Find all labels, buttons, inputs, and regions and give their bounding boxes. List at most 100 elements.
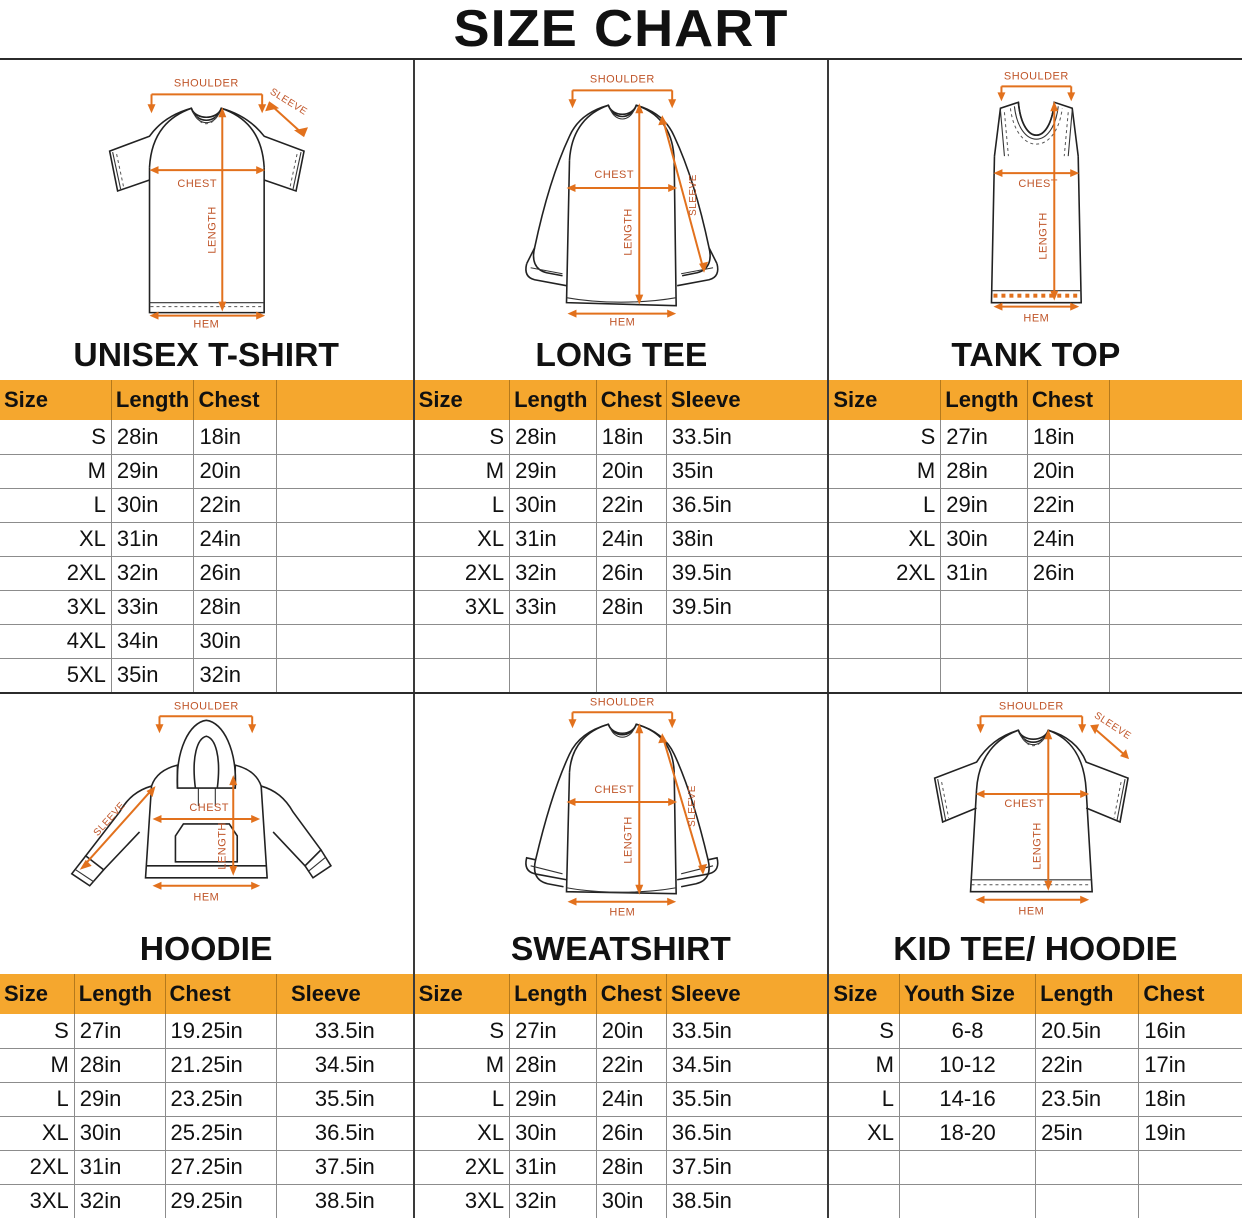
cell-chest: 32in bbox=[193, 657, 277, 692]
cell-chest: 26in bbox=[193, 555, 277, 590]
cell-chest: 28in bbox=[193, 589, 277, 624]
cell-length: 28in bbox=[509, 1047, 597, 1082]
cell-chest: 27.25in bbox=[165, 1149, 277, 1184]
table-row: L 29in 24in 35.5in bbox=[414, 1081, 828, 1116]
cell-length: 29in bbox=[509, 1081, 597, 1116]
cell-sleeve: 33.5in bbox=[314, 1017, 375, 1043]
cell-empty bbox=[940, 623, 1028, 658]
cell-empty bbox=[1109, 589, 1242, 624]
table-row: 5XL 35in 32in bbox=[0, 657, 413, 692]
cell-chest: 22in bbox=[193, 487, 277, 522]
cell-empty bbox=[1035, 1183, 1140, 1218]
cell-length: 31in bbox=[111, 521, 195, 556]
cell-length: 32in bbox=[509, 555, 597, 590]
cell-length: 30in bbox=[74, 1115, 166, 1150]
cell-chest: 19in bbox=[1138, 1115, 1242, 1150]
column-header-length: Length bbox=[111, 380, 195, 420]
cell-sleeve: 37.5in bbox=[666, 1149, 828, 1184]
cell-chest: 26in bbox=[596, 555, 667, 590]
table-row-empty bbox=[829, 657, 1242, 692]
table-row-empty bbox=[414, 657, 828, 692]
table-row: L 30in 22in 36.5in bbox=[414, 487, 828, 522]
cell-empty bbox=[666, 623, 828, 658]
cell-size: 5XL bbox=[0, 657, 112, 692]
cell-empty bbox=[414, 623, 511, 658]
cell-size: M bbox=[414, 453, 511, 488]
size-table-kid-tee-hoodie: Size Youth Size Length Chest S 6-8 20.5i… bbox=[829, 974, 1242, 1218]
garment-title: SWEATSHIRT bbox=[510, 929, 732, 967]
cell-empty bbox=[596, 657, 667, 692]
size-table-tank-top: Size Length Chest S 27in 18in M 28in 20i… bbox=[829, 380, 1242, 692]
garment-name-cell-kid-tee-hoodie: KID TEE/ HOODIE bbox=[827, 922, 1242, 974]
cell-chest: 20in bbox=[1027, 453, 1111, 488]
cell-youth-size: 10-12 bbox=[899, 1047, 1037, 1082]
cell-blank bbox=[276, 657, 413, 692]
cell-sleeve: 39.5in bbox=[666, 589, 828, 624]
label-length: LENGTH bbox=[1038, 212, 1050, 259]
cell-size: M bbox=[829, 453, 942, 488]
cell-empty bbox=[829, 1183, 900, 1218]
cell-youth-size: 6-8 bbox=[899, 1014, 1037, 1048]
label-hem: HEM bbox=[193, 892, 219, 904]
cell-size: S bbox=[414, 420, 511, 454]
cell-size: 4XL bbox=[0, 623, 112, 658]
cell-length: 29in bbox=[940, 487, 1028, 522]
table-cell-long-tee: Size Length Chest Sleeve S 28in 18in 33.… bbox=[412, 380, 828, 692]
cell-size: S bbox=[829, 1014, 900, 1048]
cell-chest: 24in bbox=[193, 521, 277, 556]
column-header-size: Size bbox=[414, 974, 511, 1014]
table-row: XL 18-20 25in 19in bbox=[829, 1115, 1242, 1150]
page-title-bar: SIZE CHART bbox=[0, 0, 1242, 58]
cell-length: 31in bbox=[940, 555, 1028, 590]
table-row: 3XL 32in 30in 38.5in bbox=[414, 1183, 828, 1218]
cell-length: 29in bbox=[509, 453, 597, 488]
cell-empty bbox=[829, 589, 942, 624]
illustration-kid-tee-hoodie: SHOULDER SLEEVE CHEST LENGTH bbox=[827, 694, 1242, 922]
label-length: LENGTH bbox=[216, 822, 228, 869]
cell-sleeve: 35in bbox=[666, 453, 828, 488]
cell-chest: 24in bbox=[1027, 521, 1111, 556]
table-header-row: Size Youth Size Length Chest bbox=[829, 974, 1242, 1014]
cell-length: 31in bbox=[74, 1149, 166, 1184]
cell-sleeve: 33.5in bbox=[671, 1017, 732, 1043]
table-row: 3XL 33in 28in bbox=[0, 589, 413, 624]
table-row: L 30in 22in bbox=[0, 487, 413, 522]
garment-name-cell-long-tee: LONG TEE bbox=[412, 328, 828, 380]
garment-name-cell-tank-top: TANK TOP bbox=[827, 328, 1242, 380]
illustration-long-tee: SHOULDER SLEEVE CHEST LENGTH bbox=[412, 60, 828, 328]
label-chest: CHEST bbox=[594, 169, 634, 181]
label-chest: CHEST bbox=[177, 178, 217, 190]
label-sleeve: SLEEVE bbox=[92, 800, 128, 838]
cell-sleeve: 38in bbox=[666, 521, 828, 556]
cell-length: 22in bbox=[1035, 1047, 1140, 1082]
table-row-empty bbox=[829, 1149, 1242, 1184]
cell-sleeve: 38.5in bbox=[276, 1183, 413, 1218]
size-table-long-tee: Size Length Chest Sleeve S 28in 18in 33.… bbox=[414, 380, 828, 692]
table-row: M 29in 20in bbox=[0, 453, 413, 488]
table-row-empty bbox=[829, 589, 1242, 624]
cell-empty bbox=[509, 657, 597, 692]
column-header-chest: Chest bbox=[596, 974, 667, 1014]
page-title: SIZE CHART bbox=[453, 0, 789, 58]
cell-size: XL bbox=[0, 521, 112, 556]
column-header-sleeve: Sleeve bbox=[666, 380, 828, 420]
cell-empty bbox=[829, 1149, 900, 1184]
label-chest: CHEST bbox=[1019, 178, 1059, 190]
label-hem: HEM bbox=[1019, 906, 1045, 918]
table-row-empty bbox=[414, 623, 828, 658]
cell-size: M bbox=[829, 1047, 900, 1082]
garment-name-cell-hoodie: HOODIE bbox=[0, 922, 413, 974]
cell-sleeve: 37.5in bbox=[276, 1149, 413, 1184]
label-shoulder: SHOULDER bbox=[174, 700, 239, 712]
cell-size: XL bbox=[414, 1115, 511, 1150]
table-band-top: Size Length Chest S 28in 18in M 29in 20i… bbox=[0, 380, 1242, 692]
label-length: LENGTH bbox=[206, 206, 218, 253]
cell-sleeve: 34.5in bbox=[276, 1047, 413, 1082]
table-header-row: Size Length Chest Sleeve bbox=[414, 380, 828, 420]
illustration-tank-top: SHOULDER CHEST LENGTH HEM bbox=[827, 60, 1242, 328]
table-cell-tank-top: Size Length Chest S 27in 18in M 28in 20i… bbox=[827, 380, 1242, 692]
cell-empty bbox=[509, 623, 597, 658]
table-row-empty bbox=[829, 1183, 1242, 1218]
column-header-size: Size bbox=[414, 380, 511, 420]
cell-blank bbox=[276, 555, 413, 590]
